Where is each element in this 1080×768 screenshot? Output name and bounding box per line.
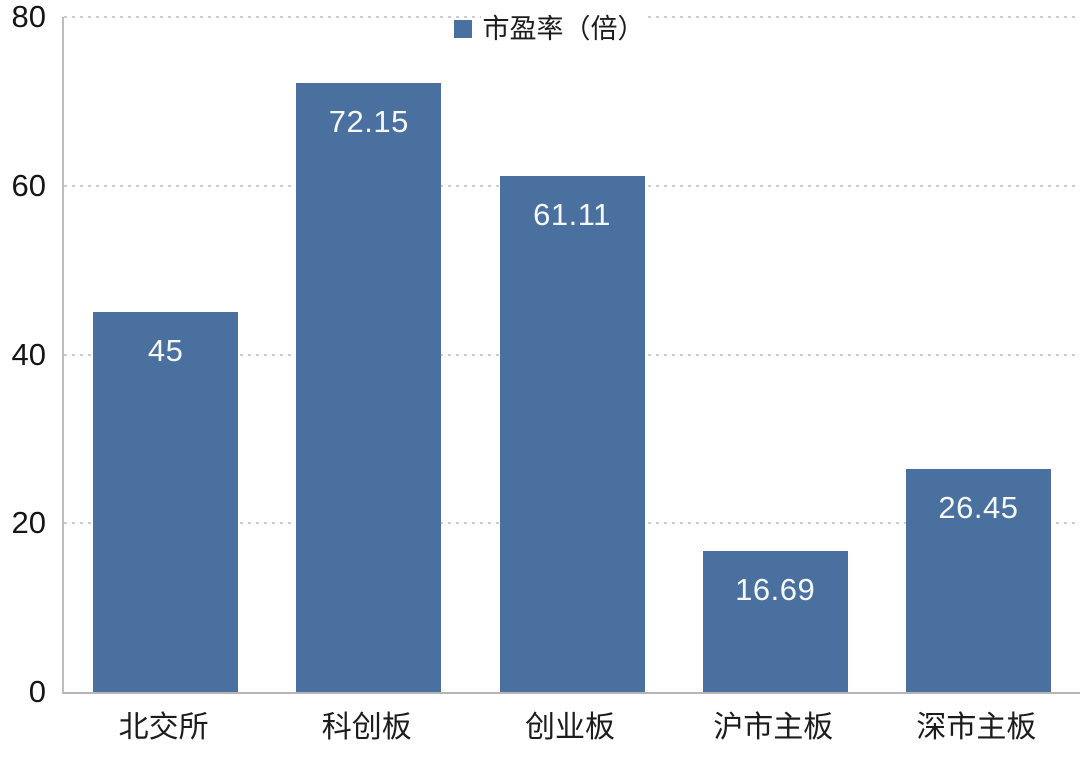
bar-value-label: 26.45 [938,489,1019,525]
bars-row: 45 72.15 61.11 16.69 26.45 [64,17,1080,692]
bar-value-label: 16.69 [735,572,816,608]
x-axis-tick-label: 科创板 [321,711,412,744]
legend: 市盈率（倍） [42,12,1058,46]
bar-slot: 45 [64,17,267,692]
plot-area: 45 72.15 61.11 16.69 26.45 [62,16,1080,694]
x-axis-tick-label: 沪市主板 [713,711,834,744]
x-axis-tick-label: 深市主板 [916,711,1037,744]
bar-slot: 61.11 [470,17,673,692]
y-axis-tick-label: 80 [11,0,46,34]
x-axis-tick-label: 北交所 [118,711,209,744]
legend-marker-icon [453,20,472,38]
x-axis: 北交所 科创板 创业板 沪市主板 深市主板 [62,703,1078,753]
bar-slot: 16.69 [674,17,877,692]
y-axis-tick-label: 20 [11,505,46,541]
bar-北交所: 45 [93,312,239,692]
y-axis-tick-label: 0 [28,674,46,709]
bar-沪市主板: 16.69 [702,551,848,692]
y-axis-tick-label: 40 [11,336,46,372]
bar-深市主板: 26.45 [905,468,1051,692]
bar-value-label: 72.15 [328,104,409,140]
y-axis-tick-label: 60 [11,167,46,203]
bar-科创板: 72.15 [296,83,442,692]
x-axis-tick-label: 创业板 [525,711,615,744]
legend-label: 市盈率（倍） [480,12,647,46]
bar-value-label: 45 [147,333,184,369]
bar-value-label: 61.11 [533,197,611,233]
bar-slot: 72.15 [267,17,470,692]
bar-slot: 26.45 [877,17,1080,692]
bar-创业板: 61.11 [499,176,645,692]
